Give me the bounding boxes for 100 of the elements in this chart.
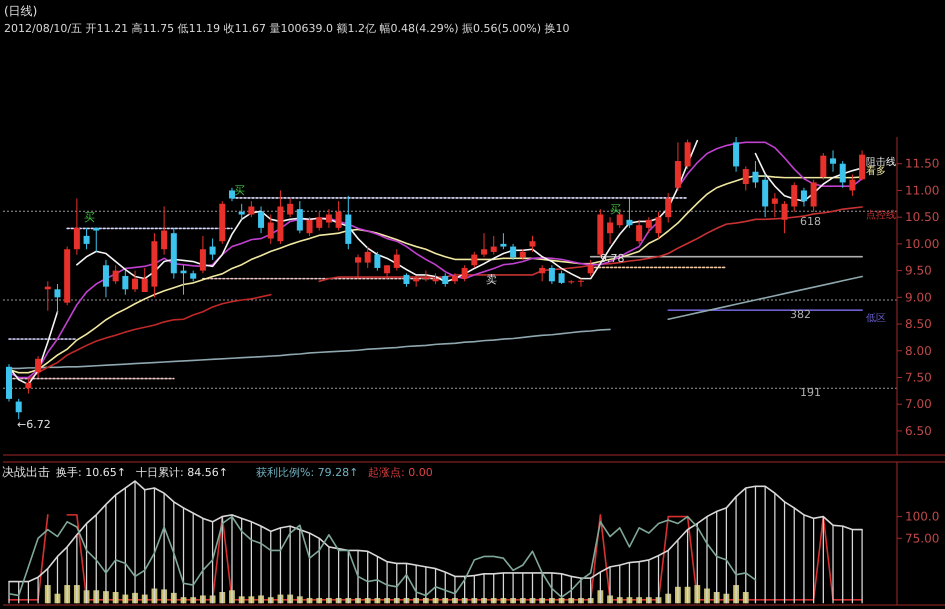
candlestick — [432, 272, 439, 284]
annotation: 买 — [84, 211, 95, 224]
candlestick — [665, 192, 672, 224]
candlestick — [25, 380, 32, 394]
y-tick-label: 100.0 — [905, 510, 940, 524]
candlestick — [481, 232, 488, 258]
chart-title: (日线) — [4, 4, 38, 18]
line-series — [667, 276, 863, 320]
candlestick — [403, 272, 410, 288]
annotation: 买 — [234, 184, 245, 197]
annotation: 起涨点: 0.00 — [368, 466, 433, 479]
y-tick-label: 8.50 — [905, 317, 932, 332]
annotation: 换手: 10.65↑ — [56, 466, 126, 479]
candlestick — [413, 275, 420, 288]
candlestick — [742, 166, 749, 191]
candlestick — [296, 200, 303, 234]
candlestick — [248, 200, 254, 218]
y-tick-label: 11.00 — [905, 183, 940, 198]
candlestick — [558, 270, 565, 284]
candlestick — [520, 248, 526, 260]
candlestick — [364, 246, 371, 268]
y-tick-label: 11.50 — [905, 156, 940, 171]
candlestick — [161, 206, 168, 256]
candlestick — [74, 198, 80, 256]
candlestick — [830, 150, 836, 172]
candlestick — [539, 264, 546, 282]
candlestick — [122, 270, 128, 296]
candlestick — [210, 238, 216, 260]
y-tick-label: 10.50 — [905, 210, 940, 224]
chart-title: 决战出击 — [2, 465, 50, 479]
annotation: ←6.72 — [17, 418, 51, 431]
candlestick — [180, 264, 187, 296]
series-label: 阻击线 — [866, 156, 896, 168]
candlestick — [354, 254, 362, 280]
candlestick — [849, 174, 856, 196]
candlestick — [132, 270, 138, 292]
candlestick — [93, 227, 100, 252]
series-label: 低区 — [866, 313, 886, 324]
candlestick — [374, 251, 380, 272]
candlestick — [35, 356, 42, 378]
candlestick — [800, 187, 807, 207]
candlestick — [791, 182, 798, 212]
annotation: 卖 — [486, 273, 497, 286]
y-tick-label: 7.00 — [905, 397, 932, 412]
series-label: 看多 — [866, 165, 886, 178]
candlestick — [326, 208, 332, 228]
candlestick — [607, 216, 614, 244]
candlestick — [529, 235, 536, 252]
annotation: 获利比例%: 79.28↑ — [256, 466, 358, 479]
candlestick — [462, 264, 468, 282]
candlestick — [384, 264, 390, 280]
candlestick — [772, 192, 778, 218]
candlestick — [626, 198, 632, 228]
candlestick — [44, 280, 51, 312]
candlestick — [840, 160, 846, 188]
y-tick-label: 6.50 — [905, 424, 932, 438]
y-tick-label: 75.00 — [905, 531, 940, 546]
y-tick-label: 8.00 — [905, 344, 932, 358]
candlestick — [112, 264, 119, 284]
candlestick — [782, 200, 788, 234]
annotation: 382 — [790, 308, 811, 321]
candlestick — [500, 232, 506, 250]
candlestick — [238, 203, 245, 220]
line-series — [28, 294, 272, 380]
line-series — [8, 516, 756, 598]
candlestick — [268, 214, 274, 244]
candlestick — [287, 198, 294, 218]
candlestick — [548, 264, 555, 284]
candlestick — [636, 219, 642, 244]
candlestick — [258, 206, 264, 234]
candlestick — [510, 243, 516, 260]
chart-subtitle: 2012/08/10/五 开11.21 高11.75 低11.19 收11.67 量100639.0 额1.2亿 幅0.48(4.29%) 振0.56(5.00%) 换10 — [4, 22, 570, 35]
candlestick — [316, 211, 322, 232]
series-label: 点控线 — [866, 209, 896, 222]
y-tick-label: 9.50 — [905, 264, 932, 278]
candlestick — [752, 160, 758, 188]
candlestick — [336, 200, 342, 232]
candlestick — [588, 259, 594, 276]
candlestick — [142, 267, 148, 292]
candlestick — [422, 270, 429, 282]
candlestick — [452, 272, 458, 284]
candlestick — [16, 398, 22, 420]
candlestick — [471, 251, 478, 268]
candlestick — [190, 270, 196, 282]
candlestick — [228, 187, 235, 202]
candlestick — [490, 235, 497, 256]
candlestick — [84, 227, 90, 250]
y-tick-label: 9.00 — [905, 290, 932, 304]
candlestick — [102, 259, 109, 298]
annotation: 买 — [610, 203, 621, 216]
candlestick — [656, 211, 662, 240]
candlestick — [646, 216, 652, 234]
candlestick — [820, 152, 826, 180]
annotation: 618 — [800, 215, 821, 228]
y-tick-label: 10.00 — [905, 236, 940, 251]
y-tick-label: 7.50 — [905, 370, 932, 385]
annotation: 十日累计: 84.56↑ — [136, 466, 228, 479]
candlestick — [54, 283, 60, 314]
candlestick — [442, 272, 448, 288]
annotation: 191 — [800, 386, 821, 399]
